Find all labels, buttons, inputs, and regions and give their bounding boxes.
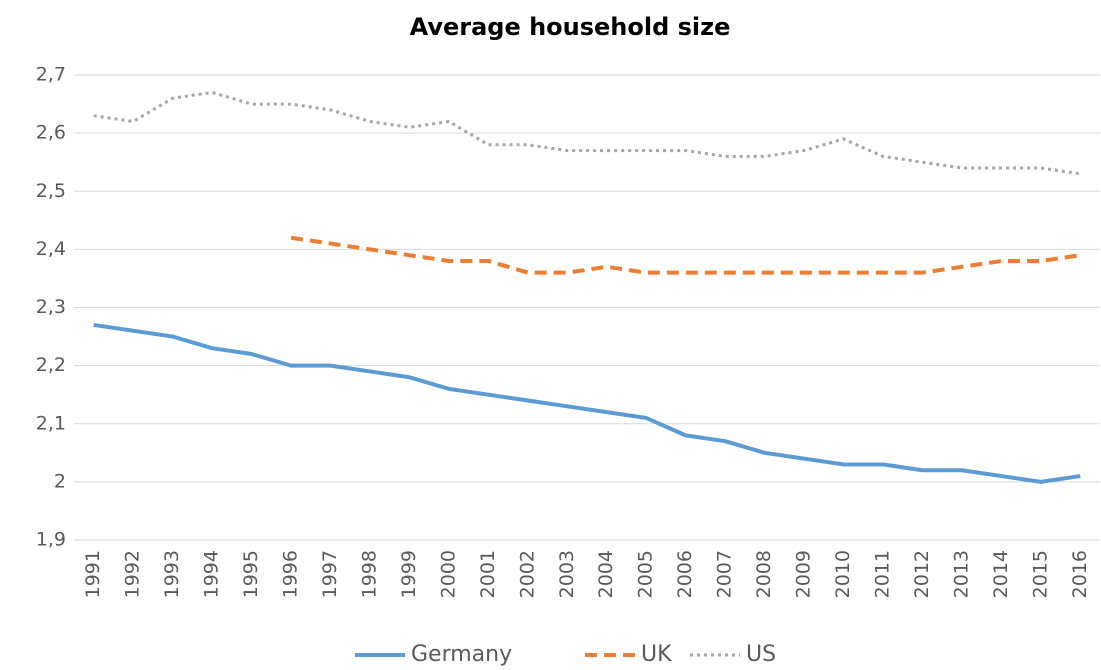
x-tick-label: 2003 [556, 550, 578, 598]
x-tick-label: 2013 [950, 550, 972, 598]
x-tick-label: 1993 [161, 550, 183, 598]
x-tick-label: 1995 [240, 550, 262, 598]
chart-title: Average household size [410, 13, 731, 41]
y-tick-label: 2,1 [36, 412, 66, 434]
x-tick-label: 2006 [674, 550, 696, 598]
x-tick-label: 2011 [871, 550, 893, 598]
legend-label: US [746, 642, 776, 667]
x-tick-label: 1994 [201, 550, 223, 598]
x-tick-label: 1998 [358, 550, 380, 598]
x-tick-label: 2005 [635, 550, 657, 598]
y-tick-label: 2,5 [36, 180, 66, 202]
series-line [290, 235, 1081, 275]
x-tick-label: 1997 [319, 550, 341, 598]
y-tick-label: 2,2 [36, 354, 66, 376]
y-tick-label: 2 [54, 470, 66, 492]
x-tick-label: 2010 [832, 550, 854, 598]
x-tick-label: 2001 [477, 550, 499, 598]
x-tick-label: 2004 [595, 550, 617, 598]
y-tick-label: 2,6 [36, 122, 66, 144]
x-tick-label: 2000 [437, 550, 459, 598]
x-tick-label: 2014 [990, 550, 1012, 598]
x-tick-label: 1991 [82, 550, 104, 598]
x-tick-label: 2009 [793, 550, 815, 598]
series-line [93, 90, 1081, 176]
y-tick-label: 2,3 [36, 296, 66, 318]
series-line [93, 322, 1081, 484]
x-tick-label: 1992 [122, 550, 144, 598]
legend-label: Germany [411, 642, 512, 667]
y-tick-label: 2,7 [36, 64, 66, 86]
x-tick-label: 2008 [753, 550, 775, 598]
x-tick-label: 2016 [1069, 550, 1091, 598]
x-tick-label: 2012 [911, 550, 933, 598]
y-tick-label: 2,4 [36, 238, 66, 260]
x-tick-label: 2002 [516, 550, 538, 598]
x-tick-label: 1996 [280, 550, 302, 598]
x-tick-label: 2007 [714, 550, 736, 598]
y-tick-label: 1,9 [36, 529, 66, 551]
x-tick-label: 1999 [398, 550, 420, 598]
legend-label: UK [641, 642, 672, 667]
x-tick-label: 2015 [1029, 550, 1051, 598]
